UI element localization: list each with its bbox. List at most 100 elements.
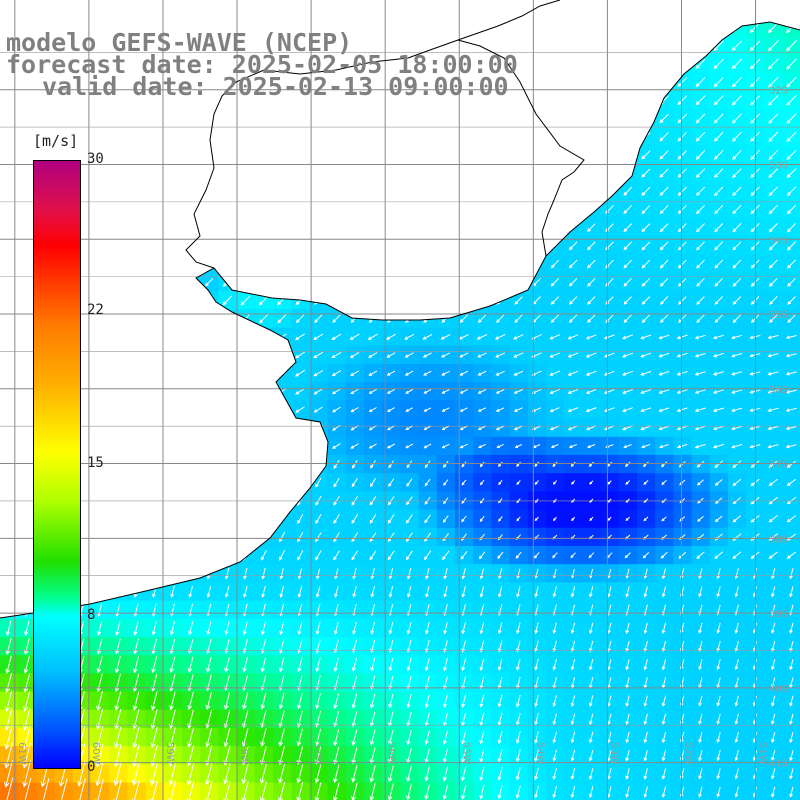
wind-vector-arrow — [587, 314, 596, 323]
wind-speed-cell — [455, 254, 474, 274]
wind-vector-arrow — [4, 223, 14, 232]
wind-speed-cell — [218, 109, 238, 128]
wind-vector-arrow — [113, 424, 123, 432]
wind-vector-arrow — [552, 785, 557, 799]
wind-vector-arrow — [150, 114, 159, 123]
wind-vector-arrow — [23, 690, 31, 712]
wind-vector-arrow — [714, 4, 723, 14]
wind-vector-arrow — [496, 168, 505, 178]
wind-vector-arrow — [295, 406, 305, 413]
wind-vector-arrow — [204, 114, 214, 123]
wind-vector-arrow — [549, 425, 560, 431]
wind-vector-arrow — [114, 656, 121, 674]
wind-vector-arrow — [295, 259, 305, 269]
colorbar-tick-0: 0 — [87, 759, 96, 775]
wind-vector-arrow — [623, 40, 633, 51]
wind-vector-arrow — [315, 621, 321, 635]
wind-vector-arrow — [4, 187, 14, 196]
wind-vector-arrow — [278, 657, 285, 673]
wind-speed-cell — [91, 345, 110, 365]
wind-vector-arrow — [223, 132, 232, 141]
wind-vector-arrow — [734, 768, 739, 780]
wind-speed-cell — [509, 127, 529, 147]
wind-vector-arrow — [133, 603, 139, 617]
wind-vector-arrow — [514, 168, 523, 178]
wind-vector-arrow — [659, 241, 669, 251]
wind-vector-arrow — [731, 76, 742, 88]
wind-vector-arrow — [259, 187, 268, 196]
wind-vector-arrow — [659, 22, 670, 33]
wind-vector-arrow — [350, 187, 359, 196]
wind-vector-arrow — [497, 658, 503, 671]
wind-vector-arrow — [516, 480, 521, 486]
wind-vector-arrow — [260, 728, 267, 747]
wind-vector-arrow — [786, 149, 797, 160]
wind-speed-cell — [436, 163, 456, 183]
wind-vector-arrow — [423, 150, 432, 160]
wind-speed-cell — [127, 418, 147, 438]
wind-vector-arrow — [497, 622, 503, 635]
wind-vector-arrow — [168, 762, 177, 786]
wind-vector-arrow — [115, 638, 121, 655]
wind-vector-arrow — [659, 204, 669, 215]
wind-vector-arrow — [698, 568, 703, 580]
wind-speed-cell — [182, 455, 201, 474]
wind-vector-arrow — [677, 22, 688, 33]
wind-speed-cell — [509, 182, 529, 201]
wind-vector-arrow — [694, 443, 706, 449]
wind-vector-arrow — [712, 389, 725, 394]
wind-vector-arrow — [459, 223, 469, 232]
wind-vector-arrow — [349, 333, 360, 340]
wind-vector-arrow — [95, 442, 105, 450]
wind-vector-arrow — [479, 658, 485, 671]
wind-vector-arrow — [240, 295, 251, 306]
wind-vector-arrow — [313, 333, 324, 340]
wind-vector-arrow — [786, 460, 797, 468]
wind-speed-cell — [419, 0, 438, 19]
wind-speed-cell — [546, 22, 565, 37]
wind-vector-arrow — [477, 259, 487, 269]
wind-vector-arrow — [222, 351, 232, 359]
wind-vector-arrow — [188, 477, 194, 488]
wind-vector-arrow — [132, 296, 141, 305]
wind-vector-arrow — [424, 658, 430, 672]
wind-vector-arrow — [386, 388, 396, 394]
latitude-label: 35S — [769, 310, 788, 321]
wind-vector-arrow — [332, 241, 341, 251]
wind-speed-cell — [327, 291, 347, 310]
wind-vector-arrow — [643, 568, 648, 580]
wind-vector-arrow — [186, 150, 196, 160]
longitude-label: 57W — [312, 742, 323, 765]
wind-vector-arrow — [696, 296, 705, 305]
wind-vector-arrow — [785, 389, 797, 394]
wind-vector-arrow — [151, 513, 158, 525]
wind-vector-arrow — [297, 459, 304, 470]
wind-speed-cell — [254, 473, 274, 492]
wind-vector-arrow — [461, 497, 467, 504]
wind-vector-arrow — [223, 187, 232, 196]
wind-speed-cell — [364, 182, 383, 201]
wind-vector-arrow — [59, 150, 68, 160]
wind-speed-cell — [291, 109, 310, 128]
wind-vector-arrow — [716, 640, 721, 653]
wind-vector-arrow — [334, 567, 339, 580]
wind-vector-arrow — [95, 726, 104, 749]
wind-vector-arrow — [625, 640, 630, 653]
wind-vector-arrow — [224, 550, 231, 561]
wind-speed-cell — [145, 254, 165, 274]
wind-vector-arrow — [513, 425, 523, 431]
wind-vector-arrow — [625, 786, 630, 799]
wind-speed-cell — [0, 127, 19, 147]
wind-speed-cell — [400, 0, 419, 19]
wind-vector-arrow — [461, 479, 467, 486]
wind-vector-arrow — [115, 5, 122, 12]
wind-speed-cell — [109, 345, 128, 365]
wind-vector-arrow — [132, 223, 141, 232]
wind-speed-cell — [0, 455, 19, 474]
wind-vector-arrow — [496, 187, 505, 196]
wind-vector-arrow — [368, 150, 378, 160]
wind-speed-cell — [36, 109, 56, 128]
wind-vector-arrow — [497, 730, 503, 745]
latitude-label: 32S — [769, 86, 788, 97]
